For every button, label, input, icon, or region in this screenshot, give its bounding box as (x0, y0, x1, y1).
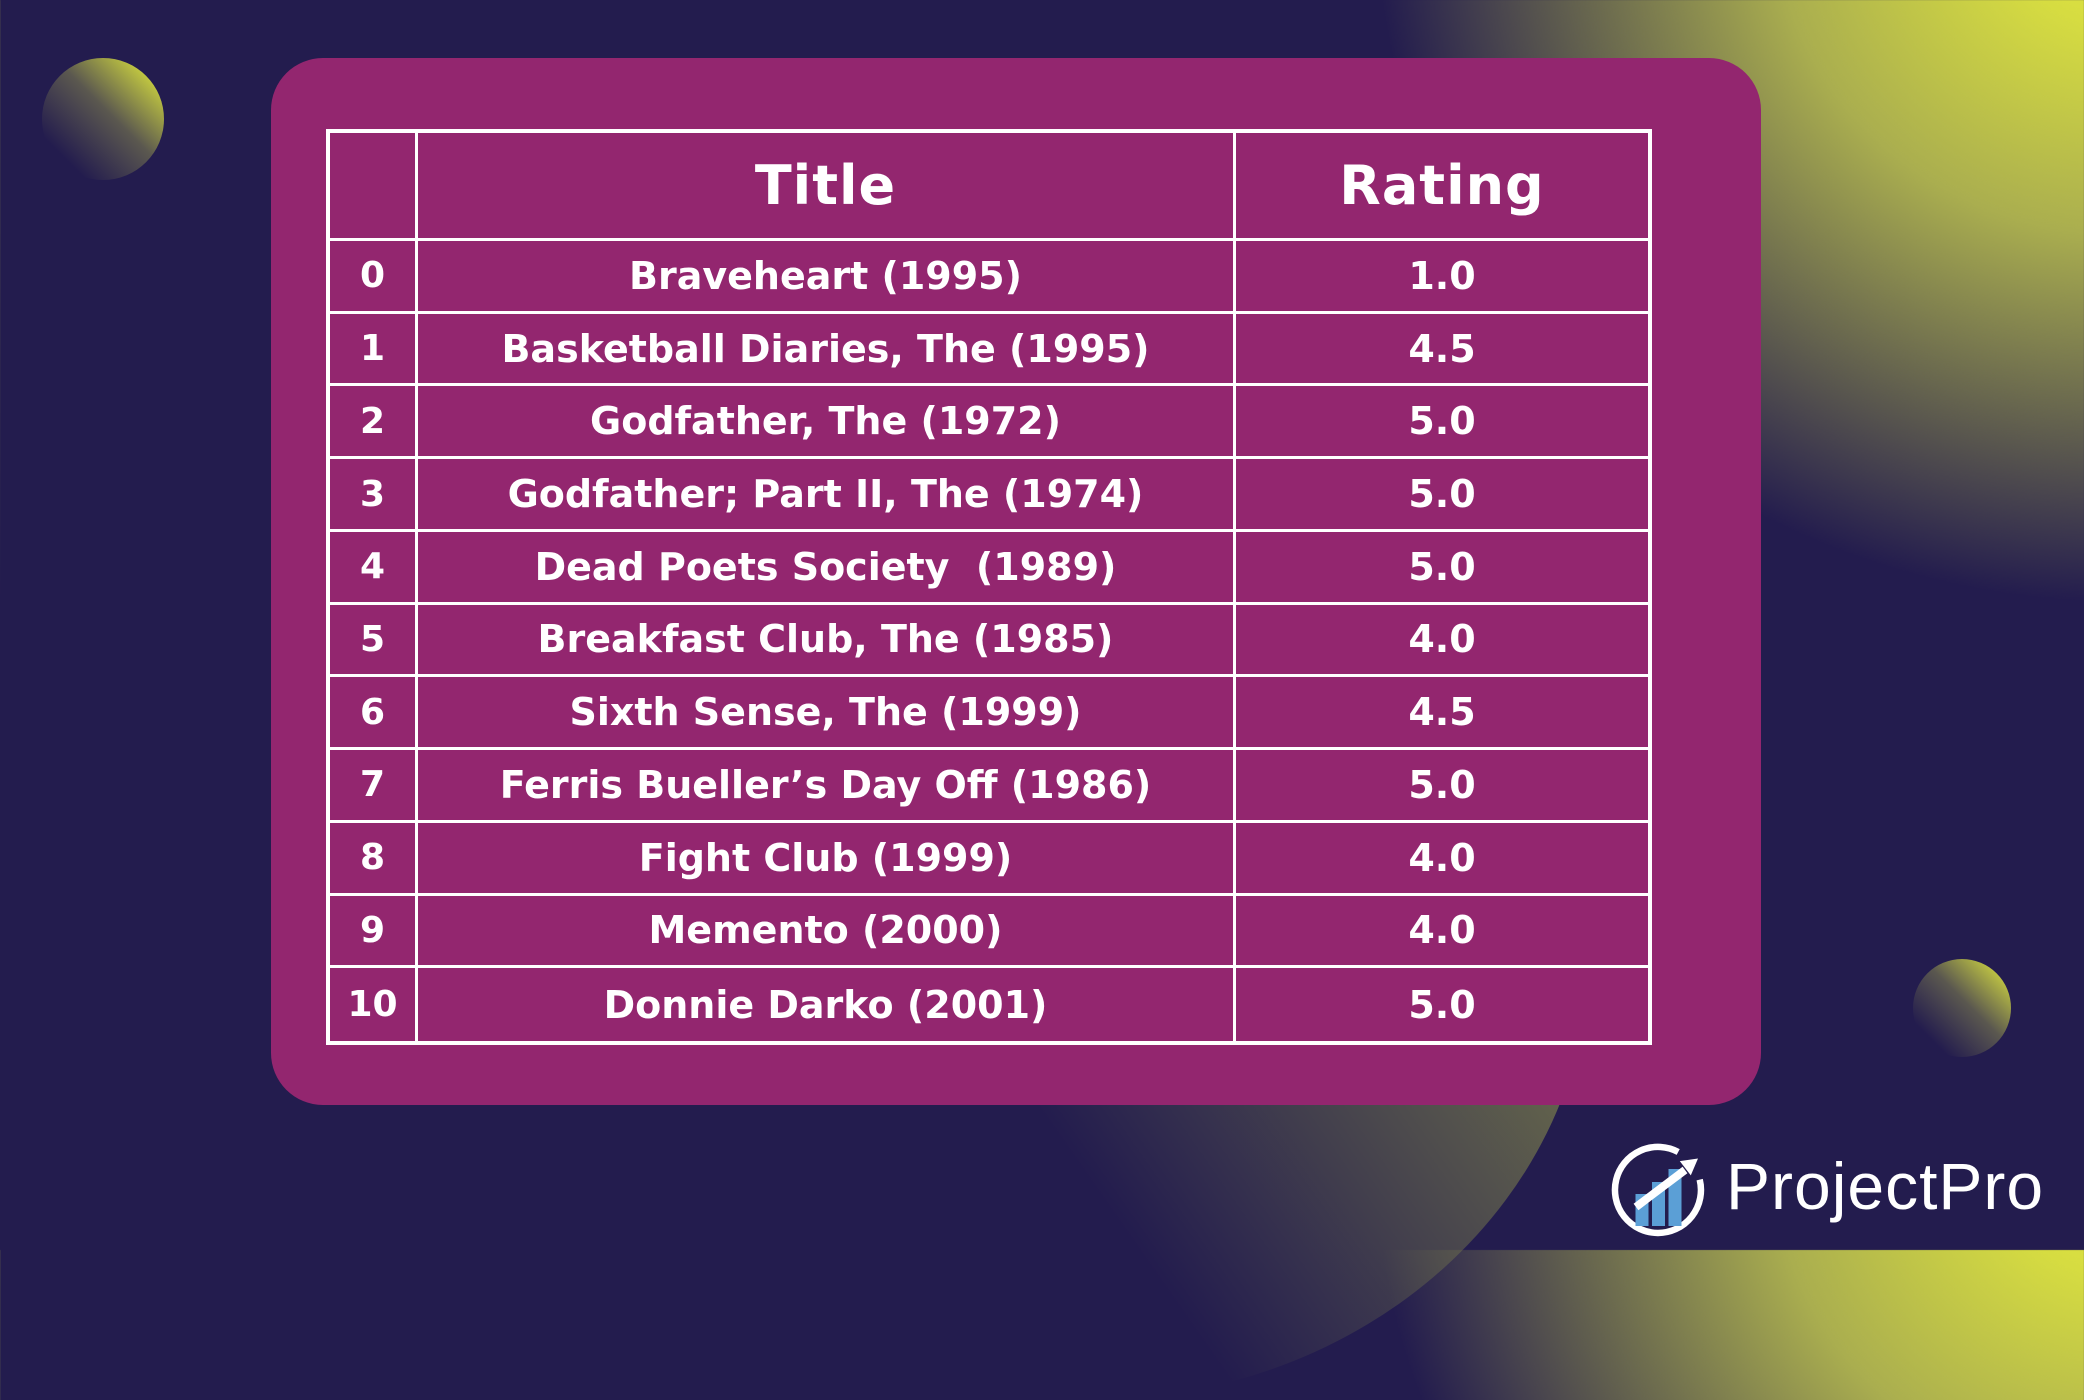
row-index-cell: 3 (330, 459, 418, 532)
row-index-cell: 8 (330, 822, 418, 896)
gradient-circle-top-left (42, 58, 164, 180)
header-cell-blank (330, 133, 418, 241)
movie-title-cell: Donnie Darko (2001) (418, 968, 1236, 1041)
header-cell-title: Title (418, 133, 1236, 241)
movies-table: Title Rating 0 Braveheart (1995) 1.0 1 B… (326, 129, 1652, 1045)
row-index-cell: 10 (330, 968, 418, 1041)
gradient-circle-bottom-right (1913, 959, 2011, 1057)
movie-title-cell: Basketball Diaries, The (1995) (418, 313, 1236, 387)
rating-cell: 4.5 (1236, 677, 1648, 751)
movie-title-cell: Godfather; Part II, The (1974) (418, 459, 1236, 532)
movie-title-cell: Breakfast Club, The (1985) (418, 604, 1236, 678)
row-index-cell: 2 (330, 386, 418, 460)
projectpro-logo: ProjectPro (1608, 1132, 2044, 1240)
rating-cell: 5.0 (1236, 532, 1648, 605)
movie-title-cell: Memento (2000) (418, 895, 1236, 969)
row-index-cell: 6 (330, 677, 418, 751)
row-index-cell: 4 (330, 531, 418, 605)
rating-cell: 5.0 (1408, 982, 1476, 1027)
movie-title-cell: Ferris Bueller’s Day Off (1986) (418, 750, 1236, 823)
rating-cell: 5.0 (1236, 750, 1648, 823)
row-index-cell: 5 (330, 604, 418, 678)
movie-title-cell: Braveheart (1995) (418, 241, 1236, 314)
row-index-cell: 9 (330, 895, 418, 969)
rating-cell: 5.0 (1236, 459, 1648, 532)
rating-cell: 1.0 (1236, 241, 1648, 314)
header-cell-rating: Rating (1236, 133, 1648, 241)
movie-title-cell: Dead Poets Society (1989) (418, 531, 1236, 605)
rating-cell: 5.0 (1236, 386, 1648, 460)
row-index-cell: 1 (330, 313, 418, 387)
movie-title-cell: Sixth Sense, The (1999) (418, 677, 1236, 751)
projectpro-logo-text: ProjectPro (1726, 1149, 2045, 1223)
rating-cell: 4.0 (1236, 605, 1648, 678)
row-index-cell: 7 (330, 750, 418, 823)
movie-title-cell: Fight Club (1999) (418, 822, 1236, 896)
table-card: Title Rating 0 Braveheart (1995) 1.0 1 B… (271, 58, 1761, 1105)
growth-chart-icon (1611, 1143, 1705, 1237)
rating-cell: 4.5 (1236, 314, 1648, 387)
movie-title-cell: Godfather, The (1972) (418, 386, 1236, 460)
rating-cell: 4.0 (1236, 823, 1648, 896)
row-index-cell: 0 (330, 241, 418, 314)
rating-cell: 4.0 (1236, 896, 1648, 969)
